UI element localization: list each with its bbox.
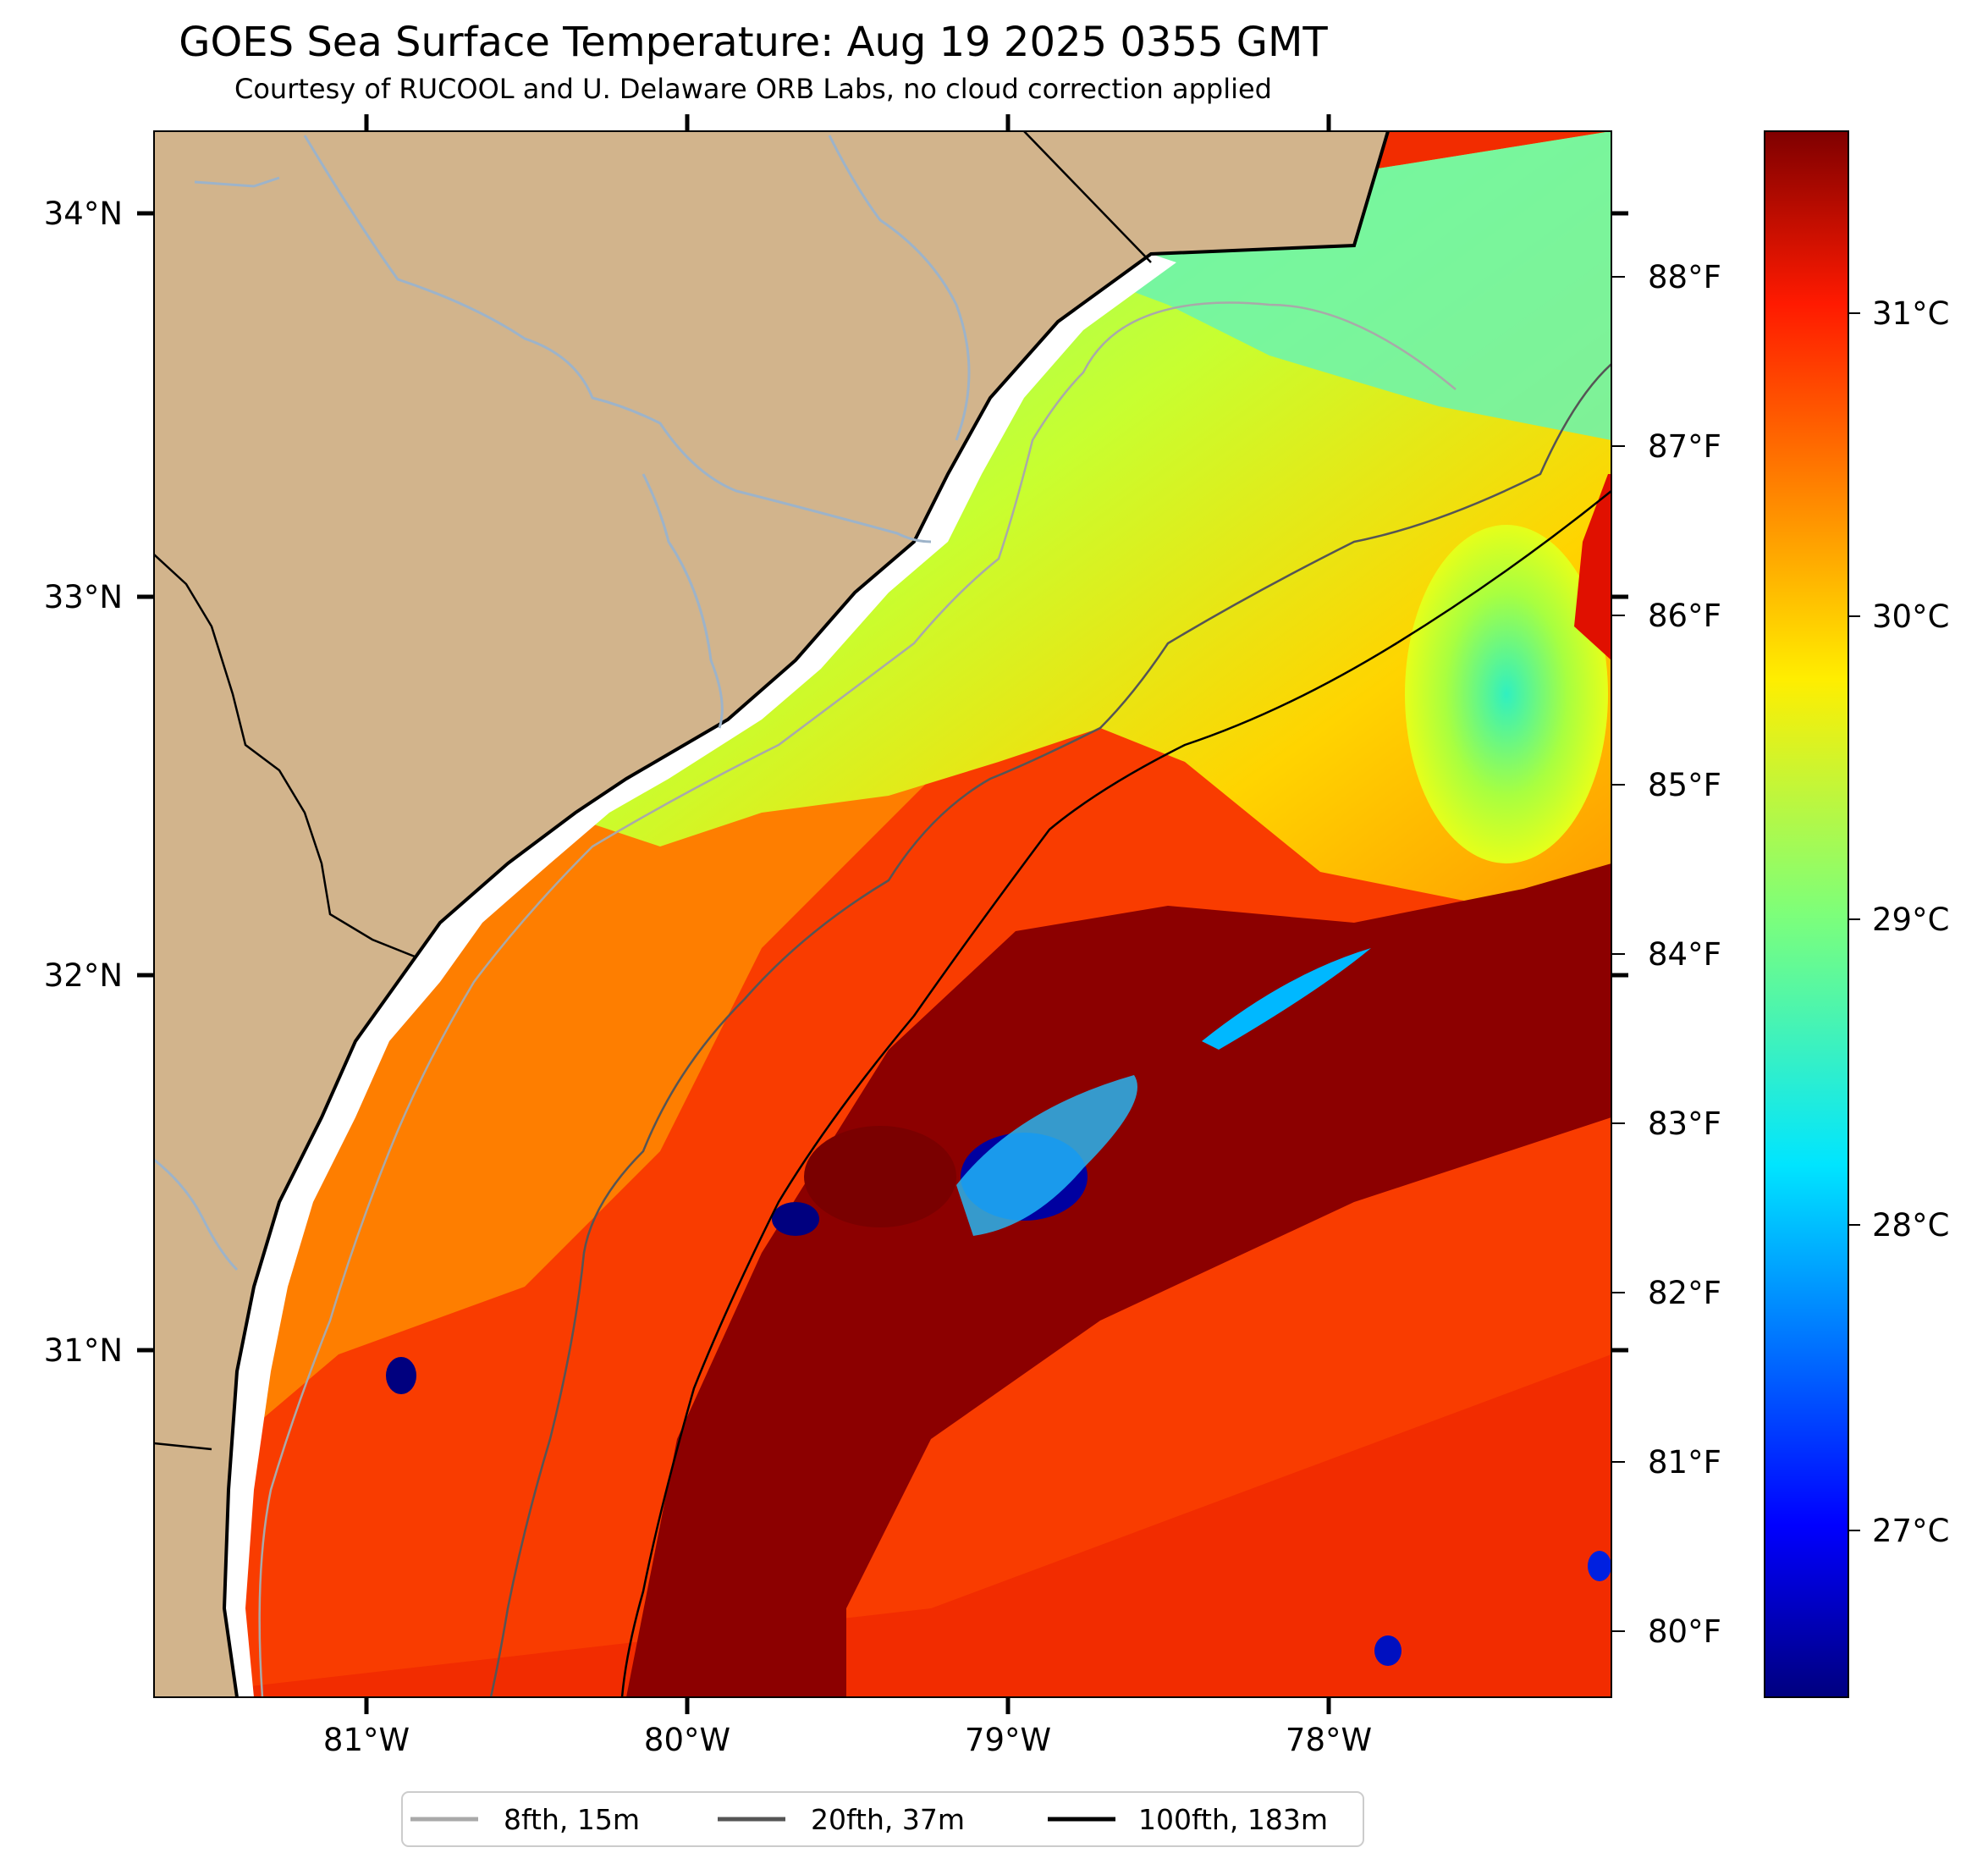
lat-tick-label: 34°N xyxy=(44,196,123,232)
lon-major-ticks xyxy=(364,114,1331,1714)
lon-tick-label: 81°W xyxy=(323,1722,410,1758)
no-data-coastal-band xyxy=(224,254,1176,1697)
fahrenheit-tick-label: 88°F xyxy=(1648,259,1721,295)
gulf-stream-core xyxy=(626,863,1611,1697)
coastline xyxy=(222,131,1390,1697)
cold-filament xyxy=(956,1075,1137,1236)
legend-label: 100fth, 183m xyxy=(1138,1803,1328,1836)
cool-eddy xyxy=(1405,525,1608,863)
isobath-100fth xyxy=(620,490,1611,1697)
figure-title: GOES Sea Surface Temperature: Aug 19 202… xyxy=(179,19,1328,66)
figure-subtitle: Courtesy of RUCOOL and U. Delaware ORB L… xyxy=(234,73,1272,105)
fahrenheit-tick-label: 84°F xyxy=(1648,936,1721,973)
cold-patch xyxy=(386,1357,416,1394)
cold-patch xyxy=(1588,1551,1611,1581)
fahrenheit-tick-label: 83°F xyxy=(1648,1106,1721,1142)
sst-field xyxy=(154,131,1611,1697)
map-frame xyxy=(153,130,1612,1698)
fahrenheit-tick-label: 81°F xyxy=(1648,1444,1721,1481)
fahrenheit-tick-label: 80°F xyxy=(1648,1613,1721,1650)
colorbar-ticks xyxy=(1848,312,1860,1531)
colorbar-tick-label: 29°C xyxy=(1872,902,1949,938)
legend-box xyxy=(401,1791,1364,1847)
lat-tick-label: 33°N xyxy=(44,579,123,615)
lat-tick-label: 32°N xyxy=(44,957,123,994)
cold-patch xyxy=(772,1202,819,1236)
land-area xyxy=(154,131,1388,1697)
fahrenheit-tick-label: 85°F xyxy=(1648,767,1721,803)
colorbar-tick-label: 28°C xyxy=(1872,1207,1949,1244)
state-border-sc-ga xyxy=(154,554,416,958)
state-border-nc-sc xyxy=(1023,131,1152,263)
cold-streak xyxy=(1202,948,1371,1050)
lon-tick-label: 79°W xyxy=(965,1722,1051,1758)
legend-label: 20fth, 37m xyxy=(811,1803,965,1836)
state-border-ga-fl xyxy=(154,1442,212,1451)
river xyxy=(642,473,724,729)
lon-tick-label: 80°W xyxy=(644,1722,730,1758)
river xyxy=(194,135,932,543)
isobath-legend: 8fth, 15m 20fth, 37m 100fth, 183m xyxy=(401,1791,1364,1847)
warm-core-ring xyxy=(804,1126,956,1227)
fahrenheit-ticks xyxy=(1611,276,1625,1632)
fahrenheit-tick-label: 87°F xyxy=(1648,428,1721,465)
colorbar-tick-label: 27°C xyxy=(1872,1513,1949,1549)
lat-major-ticks xyxy=(137,211,1628,1353)
colorbar-tick-label: 30°C xyxy=(1872,598,1949,635)
cold-patch xyxy=(1374,1635,1402,1666)
warm-core-east xyxy=(1574,474,1611,660)
isobath-20fth xyxy=(489,363,1611,1697)
river xyxy=(154,1158,239,1271)
river xyxy=(828,135,971,441)
fahrenheit-tick-label: 82°F xyxy=(1648,1275,1721,1311)
fahrenheit-tick-label: 86°F xyxy=(1648,598,1721,634)
lat-tick-label: 31°N xyxy=(44,1332,123,1369)
lon-tick-label: 78°W xyxy=(1286,1722,1372,1758)
isobath-8fth xyxy=(258,301,1457,1697)
colorbar-tick-label: 31°C xyxy=(1872,295,1949,332)
legend-label: 8fth, 15m xyxy=(504,1803,640,1836)
colorbar xyxy=(1764,130,1849,1698)
nearshore-cool-water xyxy=(1100,131,1611,440)
